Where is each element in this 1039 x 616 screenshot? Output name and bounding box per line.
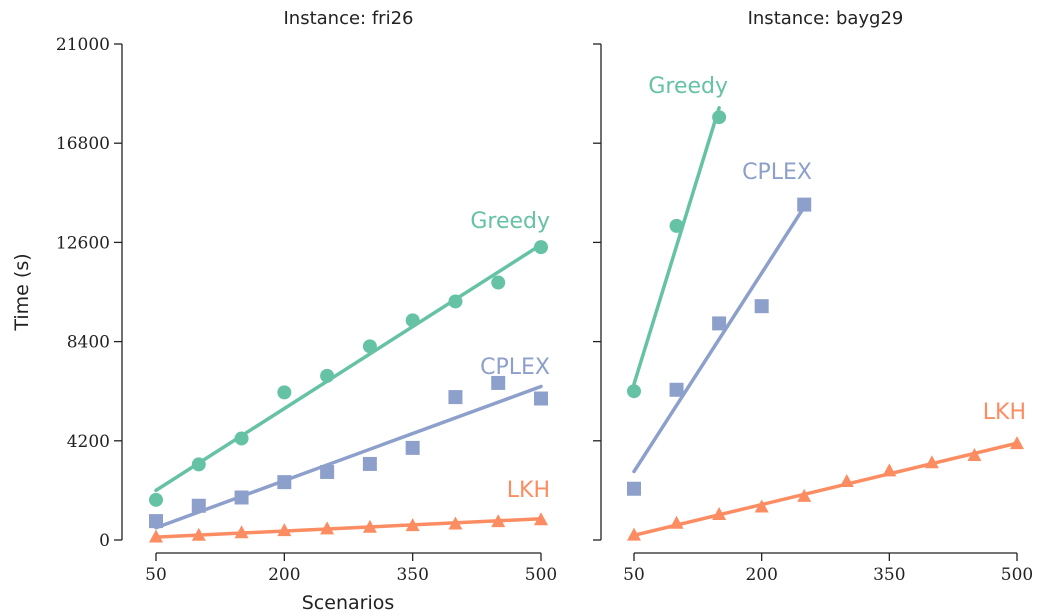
series-label: Greedy — [470, 209, 550, 234]
panel-title: Instance: bayg29 — [748, 8, 904, 29]
series-label: LKH — [983, 400, 1026, 425]
x-axis-label: Scenarios — [302, 592, 395, 614]
data-point — [191, 457, 206, 472]
y-tick-label: 4200 — [67, 432, 110, 452]
data-point — [882, 463, 897, 477]
data-point — [191, 527, 206, 541]
data-point — [234, 431, 249, 446]
data-point — [712, 507, 727, 521]
data-point — [277, 475, 292, 490]
x-tick-label: 200 — [268, 565, 300, 585]
series-greedy: Greedy — [149, 209, 550, 507]
data-point — [362, 339, 377, 354]
fit-line — [632, 205, 806, 474]
data-point — [448, 390, 463, 405]
series-label: Greedy — [648, 74, 728, 99]
panel-bayg29: Instance: bayg29 50 200 350 500 Greedy CPLEX LK… — [593, 8, 1033, 585]
x-tick-label: 200 — [745, 565, 777, 585]
data-point — [448, 294, 463, 309]
data-point — [754, 299, 769, 314]
data-point — [797, 197, 812, 212]
data-point — [712, 110, 727, 125]
data-point — [448, 516, 463, 530]
data-point — [669, 218, 684, 233]
fit-line — [154, 243, 543, 493]
x-tick-label: 500 — [1001, 565, 1033, 585]
series-label: CPLEX — [480, 355, 550, 380]
y-tick-label: 21000 — [56, 35, 110, 55]
data-point — [320, 464, 335, 479]
series-greedy: Greedy — [627, 74, 728, 399]
data-point — [277, 523, 292, 537]
y-axis-label: Time (s) — [11, 253, 33, 331]
data-point — [491, 514, 506, 528]
fit-line — [632, 441, 1019, 538]
data-point — [534, 391, 548, 406]
data-point — [191, 498, 206, 513]
data-point — [669, 382, 684, 397]
fit-line — [154, 384, 543, 530]
x-tick-label: 350 — [396, 565, 428, 585]
data-point — [627, 481, 641, 496]
data-point — [234, 490, 249, 505]
fit-line — [154, 516, 543, 539]
fit-line — [632, 106, 721, 386]
data-point — [839, 473, 854, 487]
data-point — [627, 527, 641, 541]
panel-title: Instance: fri26 — [284, 8, 414, 29]
data-point — [149, 514, 163, 529]
data-point — [362, 456, 377, 471]
y-tick-label: 8400 — [67, 333, 110, 353]
data-point — [967, 447, 982, 461]
series-label: CPLEX — [742, 160, 812, 185]
data-point — [491, 375, 506, 390]
data-point — [534, 240, 548, 255]
series-label: LKH — [507, 478, 550, 503]
data-point — [405, 518, 420, 532]
data-point — [712, 316, 727, 331]
data-point — [924, 455, 939, 469]
x-tick-label: 350 — [873, 565, 905, 585]
x-tick-label: 50 — [623, 565, 645, 585]
panel-fri26: Instance: fri26 0 4200 8400 12600 16800 21000 5… — [56, 8, 557, 585]
x-tick-label: 500 — [525, 565, 557, 585]
data-point — [277, 385, 292, 400]
data-point — [320, 521, 335, 535]
data-point — [234, 525, 249, 539]
series-cplex: CPLEX — [627, 160, 812, 496]
data-point — [149, 492, 163, 507]
y-tick-label: 0 — [99, 531, 110, 551]
series-lkh: LKH — [149, 478, 550, 543]
data-point — [405, 313, 420, 328]
data-point — [797, 488, 812, 502]
data-point — [1010, 436, 1024, 450]
data-point — [534, 512, 548, 526]
data-point — [669, 515, 684, 529]
series-cplex: CPLEX — [149, 355, 550, 530]
data-point — [362, 519, 377, 533]
y-tick-label: 16800 — [56, 134, 110, 154]
x-tick-label: 50 — [145, 565, 167, 585]
data-point — [627, 384, 641, 399]
data-point — [320, 368, 335, 383]
series-lkh: LKH — [627, 400, 1026, 541]
data-point — [754, 499, 769, 513]
data-point — [491, 275, 506, 290]
y-tick-label: 12600 — [56, 233, 110, 253]
data-point — [149, 529, 163, 543]
data-point — [405, 440, 420, 455]
